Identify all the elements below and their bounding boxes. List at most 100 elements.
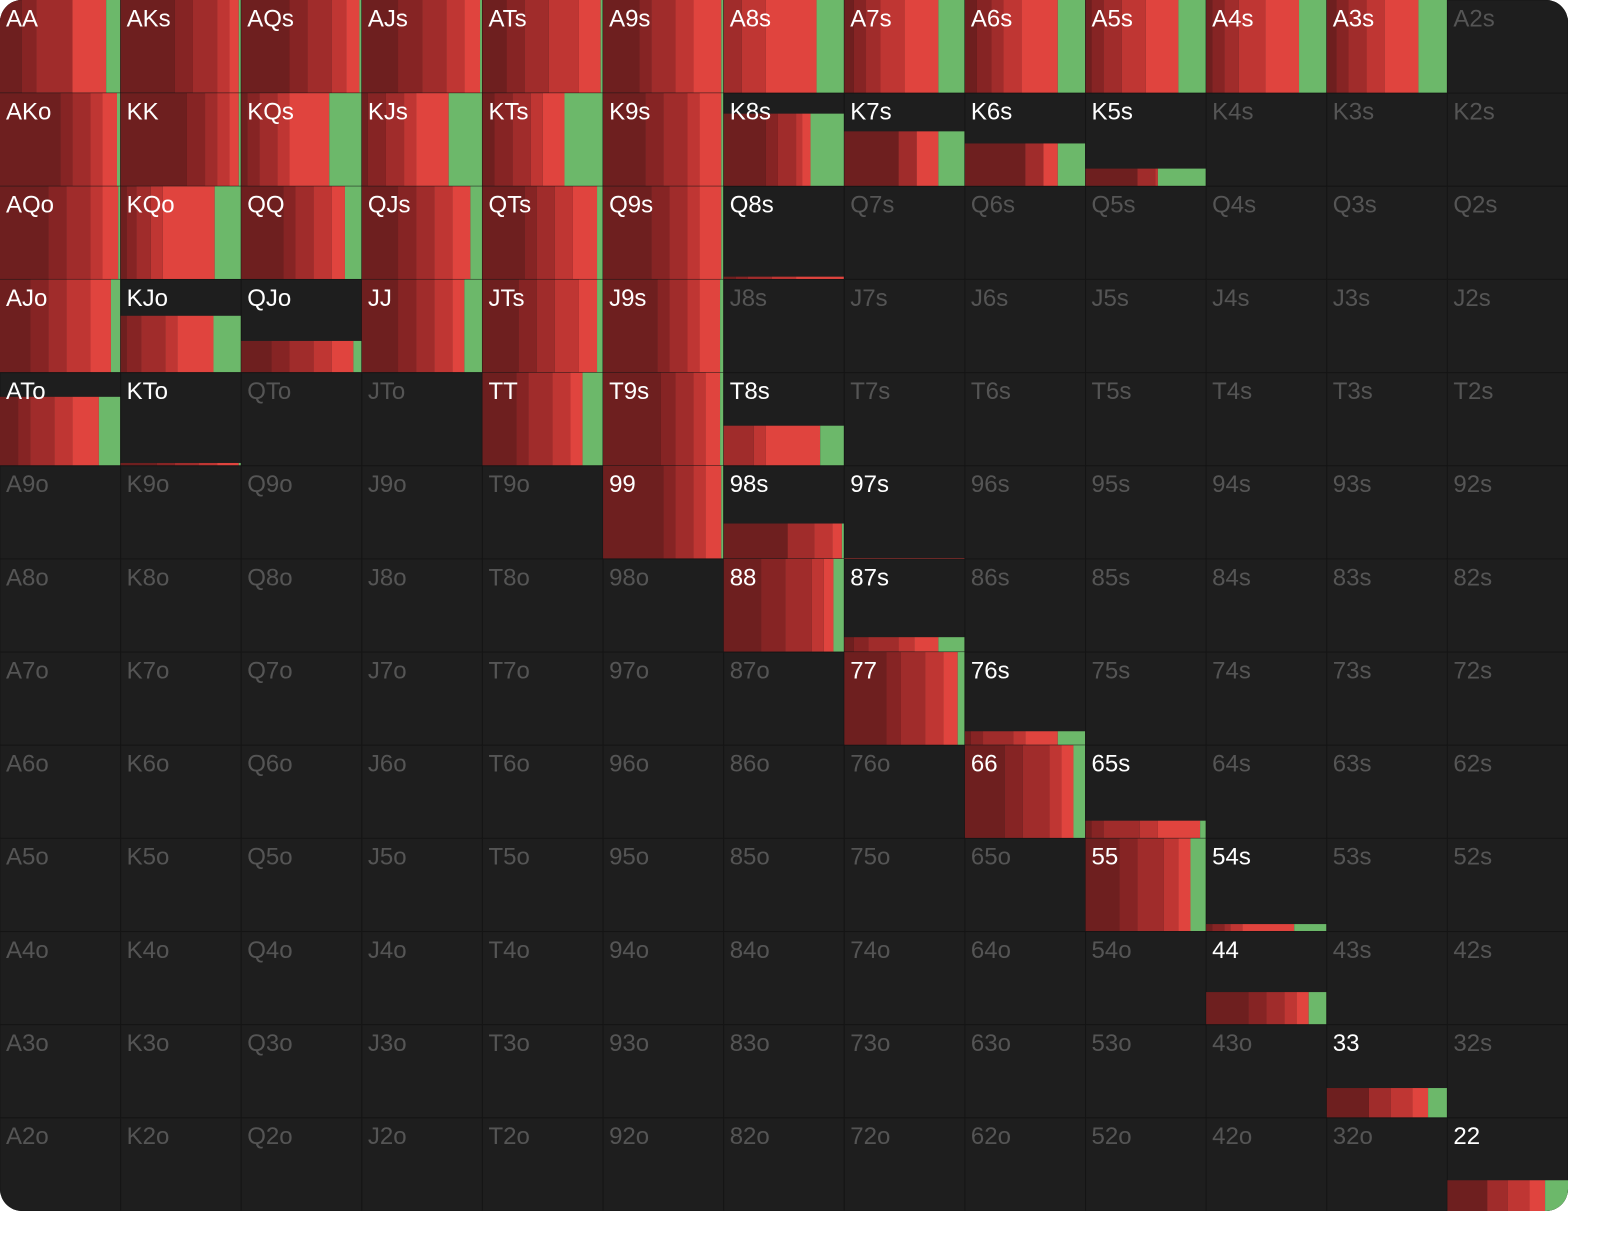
hand-cell[interactable] (240, 1117, 363, 1211)
hand-cell[interactable] (361, 837, 483, 933)
hand-cell[interactable] (1326, 931, 1448, 1026)
hand-cell[interactable] (361, 744, 483, 839)
hand-cell[interactable] (843, 1117, 966, 1211)
hand-cell[interactable] (964, 465, 1087, 560)
hand-cell[interactable] (361, 372, 483, 467)
hand-cell[interactable] (240, 558, 363, 653)
hand-cell[interactable] (723, 185, 845, 280)
hand-cell[interactable] (1326, 92, 1448, 187)
hand-cell[interactable] (120, 558, 242, 653)
hand-cell[interactable] (843, 558, 966, 653)
hand-cell[interactable] (1326, 651, 1448, 746)
hand-cell[interactable] (1085, 278, 1207, 374)
hand-cell[interactable] (723, 837, 845, 933)
hand-cell[interactable] (1446, 931, 1568, 1026)
hand-cell[interactable] (1085, 558, 1207, 653)
hand-cell[interactable] (1205, 651, 1328, 746)
hand-cell[interactable] (120, 1024, 242, 1119)
hand-cell[interactable] (120, 837, 242, 933)
hand-cell[interactable] (723, 931, 845, 1026)
hand-cell[interactable] (240, 837, 363, 933)
hand-cell[interactable] (1446, 372, 1568, 467)
hand-cell[interactable] (964, 278, 1087, 374)
hand-cell[interactable] (1205, 558, 1328, 653)
hand-cell[interactable] (240, 651, 363, 746)
hand-cell[interactable] (1326, 185, 1448, 280)
hand-cell[interactable] (1326, 278, 1448, 374)
hand-cell[interactable] (964, 837, 1087, 933)
hand-cell[interactable] (723, 278, 845, 374)
hand-cell[interactable] (964, 931, 1087, 1026)
hand-cell[interactable] (1446, 651, 1568, 746)
hand-cell[interactable] (361, 1117, 483, 1211)
hand-cell[interactable] (240, 465, 363, 560)
hand-cell[interactable] (1326, 837, 1448, 933)
hand-cell[interactable] (964, 1024, 1087, 1119)
hand-cell[interactable] (481, 1024, 604, 1119)
hand-cell[interactable] (1326, 372, 1448, 467)
hand-cell[interactable] (0, 1117, 122, 1211)
action-segment (217, 93, 230, 187)
hand-cell[interactable] (843, 837, 966, 933)
hand-cell[interactable] (843, 465, 966, 560)
hand-cell[interactable] (602, 837, 725, 933)
hand-cell[interactable] (723, 651, 845, 746)
hand-cell[interactable] (723, 744, 845, 839)
hand-cell[interactable] (481, 1117, 604, 1211)
hand-cell[interactable] (120, 931, 242, 1026)
hand-cell[interactable] (1205, 465, 1328, 560)
hand-cell[interactable] (0, 465, 122, 560)
hand-cell[interactable] (1446, 278, 1568, 374)
hand-cell[interactable] (1205, 744, 1328, 839)
hand-cell[interactable] (1446, 837, 1568, 933)
hand-cell[interactable] (120, 372, 242, 467)
hand-cell[interactable] (361, 558, 483, 653)
hand-cell[interactable] (1085, 185, 1207, 280)
hand-cell[interactable] (964, 1117, 1087, 1211)
hand-cell[interactable] (1085, 372, 1207, 467)
hand-cell[interactable] (120, 465, 242, 560)
hand-cell[interactable] (1085, 1117, 1207, 1211)
hand-cell[interactable] (0, 558, 122, 653)
hand-cell[interactable] (1326, 465, 1448, 560)
hand-cell[interactable] (1446, 0, 1568, 94)
action-segment (1025, 731, 1058, 746)
hand-cell[interactable] (481, 931, 604, 1026)
hand-cell[interactable] (723, 1117, 845, 1211)
hand-cell[interactable] (843, 1024, 966, 1119)
hand-cell[interactable] (361, 1024, 483, 1119)
hand-cell[interactable] (240, 744, 363, 839)
hand-cell[interactable] (120, 651, 242, 746)
action-segment (1157, 168, 1207, 187)
hand-cell[interactable] (1205, 92, 1328, 187)
hand-label: T3o (488, 1030, 529, 1057)
hand-cell[interactable] (1446, 465, 1568, 560)
hand-cell[interactable] (1205, 1117, 1328, 1211)
hand-cell[interactable] (964, 372, 1087, 467)
hand-label: A3s (1333, 5, 1374, 32)
hand-cell[interactable] (1205, 278, 1328, 374)
hand-cell[interactable] (1326, 558, 1448, 653)
hand-cell[interactable] (964, 558, 1087, 653)
hand-cell[interactable] (120, 744, 242, 839)
hand-cell[interactable] (1205, 185, 1328, 280)
hand-cell[interactable] (1085, 1024, 1207, 1119)
hand-cell[interactable] (602, 558, 725, 653)
hand-cell[interactable] (240, 931, 363, 1026)
hand-cell[interactable] (481, 465, 604, 560)
hand-cell[interactable] (602, 744, 725, 839)
hand-cell[interactable] (1446, 185, 1568, 280)
hand-cell[interactable] (240, 372, 363, 467)
hand-cell[interactable] (602, 1117, 725, 1211)
hand-cell[interactable] (843, 931, 966, 1026)
hand-cell[interactable] (843, 278, 966, 374)
hand-cell[interactable] (1205, 837, 1328, 933)
hand-cell[interactable] (1326, 744, 1448, 839)
hand-cell[interactable] (240, 1024, 363, 1119)
hand-cell[interactable] (602, 931, 725, 1026)
hand-cell[interactable] (1085, 931, 1207, 1026)
hand-cell[interactable] (0, 931, 122, 1026)
hand-cell[interactable] (843, 744, 966, 839)
hand-cell[interactable] (964, 651, 1087, 746)
hand-cell[interactable] (1446, 92, 1568, 187)
